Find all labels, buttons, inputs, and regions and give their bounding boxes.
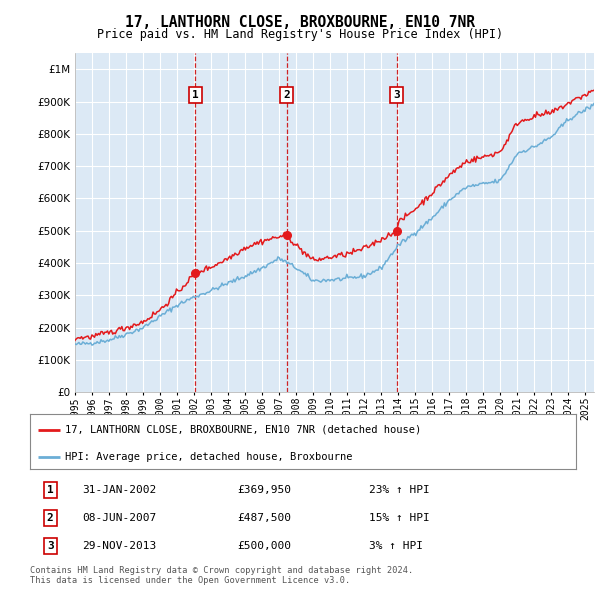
Text: 31-JAN-2002: 31-JAN-2002 bbox=[82, 485, 156, 495]
Text: £369,950: £369,950 bbox=[238, 485, 292, 495]
Text: HPI: Average price, detached house, Broxbourne: HPI: Average price, detached house, Brox… bbox=[65, 452, 353, 462]
Text: 3: 3 bbox=[47, 541, 53, 551]
Text: 1: 1 bbox=[192, 90, 199, 100]
Text: 2: 2 bbox=[283, 90, 290, 100]
Text: 1: 1 bbox=[47, 485, 53, 495]
Text: 2: 2 bbox=[47, 513, 53, 523]
Text: 17, LANTHORN CLOSE, BROXBOURNE, EN10 7NR: 17, LANTHORN CLOSE, BROXBOURNE, EN10 7NR bbox=[125, 15, 475, 30]
Text: 08-JUN-2007: 08-JUN-2007 bbox=[82, 513, 156, 523]
Text: 3% ↑ HPI: 3% ↑ HPI bbox=[368, 541, 422, 551]
Text: 3: 3 bbox=[394, 90, 400, 100]
Text: 29-NOV-2013: 29-NOV-2013 bbox=[82, 541, 156, 551]
Text: 17, LANTHORN CLOSE, BROXBOURNE, EN10 7NR (detached house): 17, LANTHORN CLOSE, BROXBOURNE, EN10 7NR… bbox=[65, 425, 422, 435]
Text: £487,500: £487,500 bbox=[238, 513, 292, 523]
Text: Contains HM Land Registry data © Crown copyright and database right 2024.
This d: Contains HM Land Registry data © Crown c… bbox=[30, 566, 413, 585]
Text: £500,000: £500,000 bbox=[238, 541, 292, 551]
Text: 23% ↑ HPI: 23% ↑ HPI bbox=[368, 485, 429, 495]
Text: Price paid vs. HM Land Registry's House Price Index (HPI): Price paid vs. HM Land Registry's House … bbox=[97, 28, 503, 41]
Text: 15% ↑ HPI: 15% ↑ HPI bbox=[368, 513, 429, 523]
